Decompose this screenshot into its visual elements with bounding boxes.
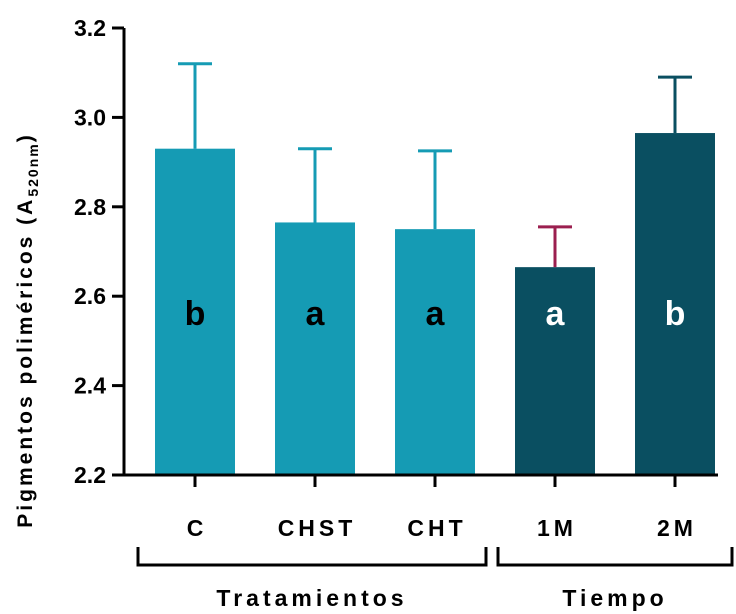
y-tick-label: 2.2	[74, 462, 106, 488]
significance-letter: a	[306, 295, 326, 333]
significance-letter: a	[426, 295, 446, 333]
y-tick-label: 3.0	[74, 104, 106, 130]
y-tick-label: 2.4	[74, 373, 106, 399]
y-tick-label: 2.6	[74, 283, 106, 309]
group-brackets: Tratamientos Tiempo	[136, 547, 734, 611]
y-tick-label: 3.2	[74, 15, 106, 41]
bar-2m	[635, 133, 715, 476]
significance-letter: a	[546, 295, 566, 333]
significance-letter: b	[185, 295, 206, 333]
significance-letter: b	[665, 295, 686, 333]
bar-chst	[275, 222, 355, 475]
y-tick-label: 2.8	[74, 194, 106, 220]
x-tick-label: CHT	[407, 515, 466, 541]
x-tick-label: C	[187, 515, 208, 541]
bar-1m	[515, 267, 595, 475]
y-axis-title: Pigmentos poliméricos (A520nm)	[14, 132, 41, 527]
x-tick-label: 2M	[657, 515, 697, 541]
bar-cht	[395, 229, 475, 475]
bar-c	[155, 148, 235, 475]
x-tick-label: CHST	[278, 515, 357, 541]
y-axis: 2.2 2.4 2.6 2.8 3.0 3.2	[74, 15, 126, 488]
group-label: Tratamientos	[216, 585, 407, 611]
x-tick-label: 1M	[537, 515, 577, 541]
x-axis: C CHST CHT 1M 2M	[123, 473, 718, 541]
group-bracket	[496, 547, 734, 567]
group-label: Tiempo	[562, 585, 667, 611]
group-bracket	[136, 547, 488, 567]
